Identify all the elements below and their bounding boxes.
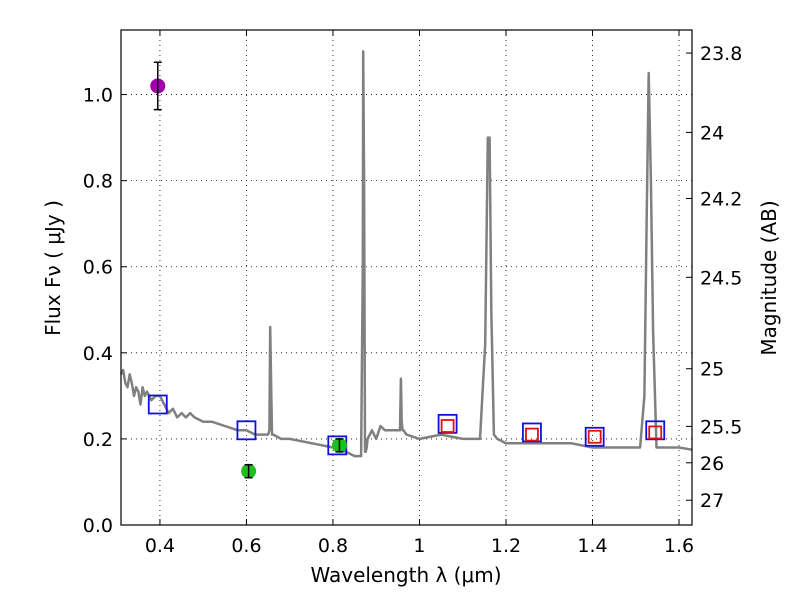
right-tick-label: 24 (700, 122, 724, 144)
right-tick-label: 26 (700, 453, 724, 475)
x-tick-label: 1.4 (577, 535, 607, 557)
blue-square-marker (147, 394, 168, 415)
x-tick-label: 1.2 (491, 535, 521, 557)
red-square-marker (525, 427, 539, 442)
right-tick-label: 24.2 (700, 188, 742, 210)
x-axis-label: Wavelength λ (μm) (310, 563, 501, 587)
y-tick-label: 0.8 (83, 171, 113, 193)
right-tick-label: 27 (700, 490, 724, 512)
axis-layer: 0.4 0.6 0.8 1 1.2 1.4 1.6 0.0 0.2 0.4 0.6 0.8 1.0 23.… (83, 30, 742, 557)
y-tick-label: 0.0 (83, 515, 113, 537)
blue-square-marker (236, 420, 257, 441)
x-tick-label: 1.6 (664, 535, 694, 557)
blue-square-marker (584, 426, 605, 447)
x-tick-label: 0.6 (231, 535, 261, 557)
y-tick-label: 1.0 (83, 85, 113, 107)
x-tick-label: 0.8 (318, 535, 348, 557)
right-tick-label: 24.5 (700, 267, 742, 289)
data-layer (119, 50, 693, 479)
plot-frame (120, 29, 693, 526)
red-square-marker (648, 425, 663, 440)
x-tick-label: 1 (413, 535, 425, 557)
right-axis-label: Magnitude (AB) (757, 200, 781, 355)
x-tick-label: 0.4 (145, 535, 175, 557)
right-tick-label: 25.5 (700, 416, 742, 438)
grid-layer (121, 30, 692, 526)
right-tick-label: 25 (700, 359, 724, 381)
right-tick-label: 23.8 (700, 43, 742, 65)
model-spectrum-line (119, 50, 693, 458)
y-tick-label: 0.2 (83, 429, 113, 451)
red-square-marker (440, 419, 455, 433)
y-tick-label: 0.6 (83, 257, 113, 279)
red-square-marker (587, 429, 602, 444)
y-tick-label: 0.4 (83, 343, 113, 365)
y-axis-label: Flux Fν ( μJy ) (41, 200, 65, 336)
